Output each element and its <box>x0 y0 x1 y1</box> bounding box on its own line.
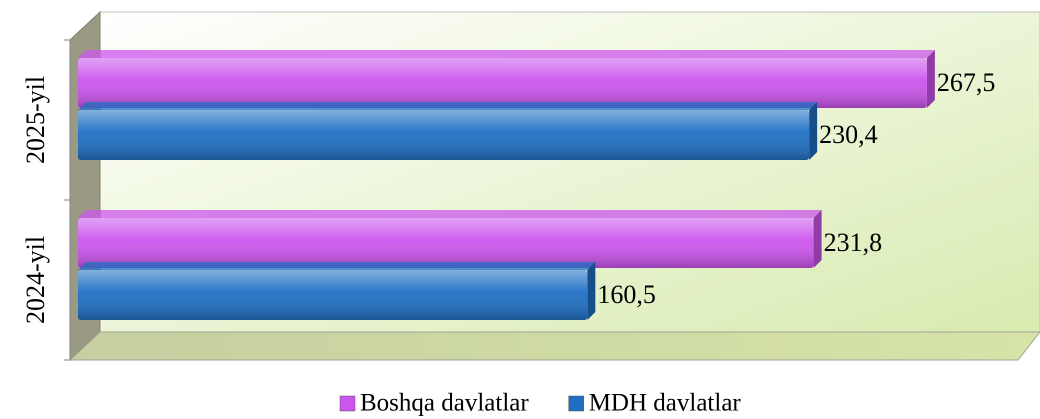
bar-end <box>587 262 596 320</box>
value-label: 231,8 <box>824 228 883 257</box>
floor <box>68 331 1040 361</box>
bar-top <box>78 210 822 218</box>
bar-end <box>926 50 935 108</box>
bar-end <box>809 102 818 160</box>
bar-top <box>78 262 596 270</box>
legend-label: MDH davlatlar <box>589 390 742 417</box>
value-label: 267,5 <box>937 68 996 97</box>
bar-shine <box>78 270 588 320</box>
value-label: 160,5 <box>597 280 656 309</box>
value-label: 230,4 <box>819 120 878 149</box>
category-label: 2024-yil <box>21 236 50 324</box>
bar-end <box>813 210 822 268</box>
bar-top <box>78 102 818 110</box>
legend-label: Boshqa davlatlar <box>360 390 529 417</box>
legend-swatch <box>339 395 356 412</box>
bar-top <box>78 50 935 58</box>
bar-shine <box>78 58 927 108</box>
category-label: 2025-yil <box>21 76 50 164</box>
bar-shine <box>78 110 810 160</box>
legend-swatch <box>568 395 584 412</box>
bar-shine <box>78 218 814 268</box>
